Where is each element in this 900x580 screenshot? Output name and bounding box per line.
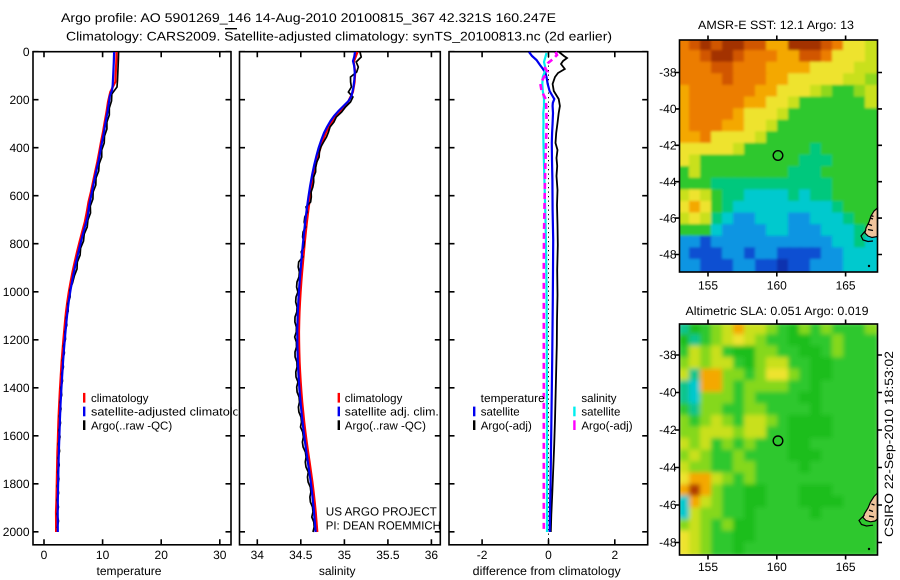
- svg-text:climatology: climatology: [91, 393, 149, 405]
- svg-text:200: 200: [9, 93, 29, 107]
- svg-text:-2: -2: [477, 548, 488, 562]
- svg-text:2: 2: [611, 548, 618, 562]
- svg-text:PI: DEAN ROEMMICH: PI: DEAN ROEMMICH: [326, 519, 441, 533]
- svg-text:satellite adj. clim.: satellite adj. clim.: [345, 407, 439, 419]
- svg-text:Climatology: CARS2009. Satelli: Climatology: CARS2009. Satellite-adjuste…: [66, 29, 612, 43]
- svg-text:difference from climatology: difference from climatology: [473, 564, 621, 578]
- svg-text:35.5: 35.5: [376, 548, 400, 562]
- svg-text:165: 165: [836, 279, 856, 293]
- svg-text:salinity: salinity: [581, 393, 616, 405]
- svg-text:-44: -44: [659, 461, 677, 475]
- svg-text:-46: -46: [659, 211, 677, 225]
- svg-text:-40: -40: [659, 102, 677, 116]
- svg-text:34: 34: [251, 548, 265, 562]
- svg-text:satellite: satellite: [481, 407, 520, 419]
- svg-text:-48: -48: [659, 536, 677, 550]
- svg-text:Argo(..raw -QC): Argo(..raw -QC): [91, 420, 172, 432]
- svg-text:Argo profile: AO 5901269_146 1: Argo profile: AO 5901269_146 14-Aug-2010…: [61, 11, 556, 25]
- svg-text:-38: -38: [659, 66, 677, 80]
- svg-text:160: 160: [767, 560, 787, 574]
- svg-text:34.5: 34.5: [289, 548, 313, 562]
- svg-text:600: 600: [9, 189, 29, 203]
- svg-text:-42: -42: [659, 423, 677, 437]
- svg-text:-44: -44: [659, 175, 677, 189]
- svg-text:-40: -40: [659, 386, 677, 400]
- svg-text:temperature: temperature: [97, 564, 162, 578]
- svg-text:165: 165: [836, 560, 856, 574]
- svg-text:salinity: salinity: [319, 564, 356, 578]
- svg-text:0: 0: [23, 45, 30, 59]
- svg-text:AMSR-E SST: 12.1 Argo: 13: AMSR-E SST: 12.1 Argo: 13: [698, 18, 854, 32]
- svg-text:-42: -42: [659, 139, 677, 153]
- svg-text:-38: -38: [659, 348, 677, 362]
- svg-text:800: 800: [9, 237, 29, 251]
- svg-text:-46: -46: [659, 498, 677, 512]
- svg-text:160: 160: [767, 279, 787, 293]
- svg-text:1800: 1800: [3, 477, 30, 491]
- svg-text:satellite: satellite: [581, 407, 620, 419]
- svg-text:400: 400: [9, 141, 29, 155]
- svg-text:1400: 1400: [3, 381, 30, 395]
- svg-text:2000: 2000: [3, 525, 30, 539]
- svg-text:Argo(..raw -QC): Argo(..raw -QC): [345, 420, 426, 432]
- svg-text:1600: 1600: [3, 429, 30, 443]
- svg-text:155: 155: [698, 279, 718, 293]
- svg-text:US ARGO PROJECT: US ARGO PROJECT: [326, 505, 437, 519]
- svg-text:1200: 1200: [3, 333, 30, 347]
- svg-text:satellite-adjusted climatology: satellite-adjusted climatology: [91, 407, 253, 419]
- svg-text:0: 0: [545, 548, 552, 562]
- svg-text:Altimetric SLA: 0.051 Argo: 0.: Altimetric SLA: 0.051 Argo: 0.019: [686, 304, 869, 318]
- svg-text:35: 35: [338, 548, 352, 562]
- svg-text:climatology: climatology: [345, 393, 403, 405]
- svg-text:0: 0: [41, 548, 48, 562]
- svg-text:CSIRO 22-Sep-2010 18:53:02: CSIRO 22-Sep-2010 18:53:02: [882, 351, 896, 537]
- svg-text:-48: -48: [659, 248, 677, 262]
- svg-text:36: 36: [425, 548, 439, 562]
- svg-text:30: 30: [213, 548, 227, 562]
- svg-text:Argo(-adj): Argo(-adj): [581, 420, 632, 432]
- svg-text:Argo(-adj): Argo(-adj): [481, 420, 532, 432]
- svg-text:10: 10: [96, 548, 110, 562]
- svg-text:155: 155: [698, 560, 718, 574]
- svg-text:20: 20: [155, 548, 169, 562]
- svg-text:1000: 1000: [3, 285, 30, 299]
- svg-text:temperature: temperature: [481, 393, 545, 405]
